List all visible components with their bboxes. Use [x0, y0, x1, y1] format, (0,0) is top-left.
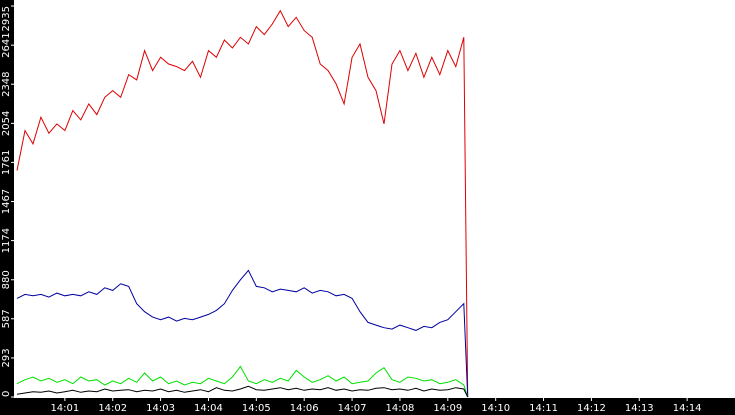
y-tick-label: 880	[1, 270, 12, 289]
x-tick-label: 14:05	[242, 403, 271, 414]
x-tick-label: 14:03	[146, 403, 175, 414]
x-tick-label: 14:04	[194, 403, 223, 414]
y-tick-label: 0	[1, 391, 12, 397]
y-tick-label: 1174	[1, 228, 12, 253]
y-tick-label: 2935	[1, 6, 12, 31]
y-tick-label: 293	[1, 348, 12, 367]
x-tick-label: 14:07	[338, 403, 367, 414]
x-tick-label: 14:01	[50, 403, 79, 414]
y-tick-label: 2348	[1, 71, 12, 96]
series-line	[16, 365, 469, 398]
x-tick-label: 14:12	[577, 403, 606, 414]
series-line	[16, 385, 469, 398]
x-tick-label: 14:02	[98, 403, 127, 414]
x-tick-label: 14:13	[625, 403, 654, 414]
x-axis-strip	[0, 398, 735, 415]
y-tick-label: 2641	[1, 32, 12, 57]
series-line	[16, 269, 469, 398]
series-line	[16, 9, 469, 398]
x-tick-label: 14:09	[433, 403, 462, 414]
x-tick-label: 14:11	[529, 403, 558, 414]
y-tick-label: 587	[1, 309, 12, 328]
x-tick-label: 14:06	[290, 403, 319, 414]
y-axis-strip	[0, 0, 14, 415]
y-tick-label: 1467	[1, 189, 12, 214]
x-tick-label: 14:10	[481, 403, 510, 414]
x-tick-label: 14:08	[386, 403, 415, 414]
y-tick-label: 1761	[1, 150, 12, 175]
y-tick-label: 2054	[1, 111, 12, 136]
x-tick-label: 14:14	[673, 403, 702, 414]
